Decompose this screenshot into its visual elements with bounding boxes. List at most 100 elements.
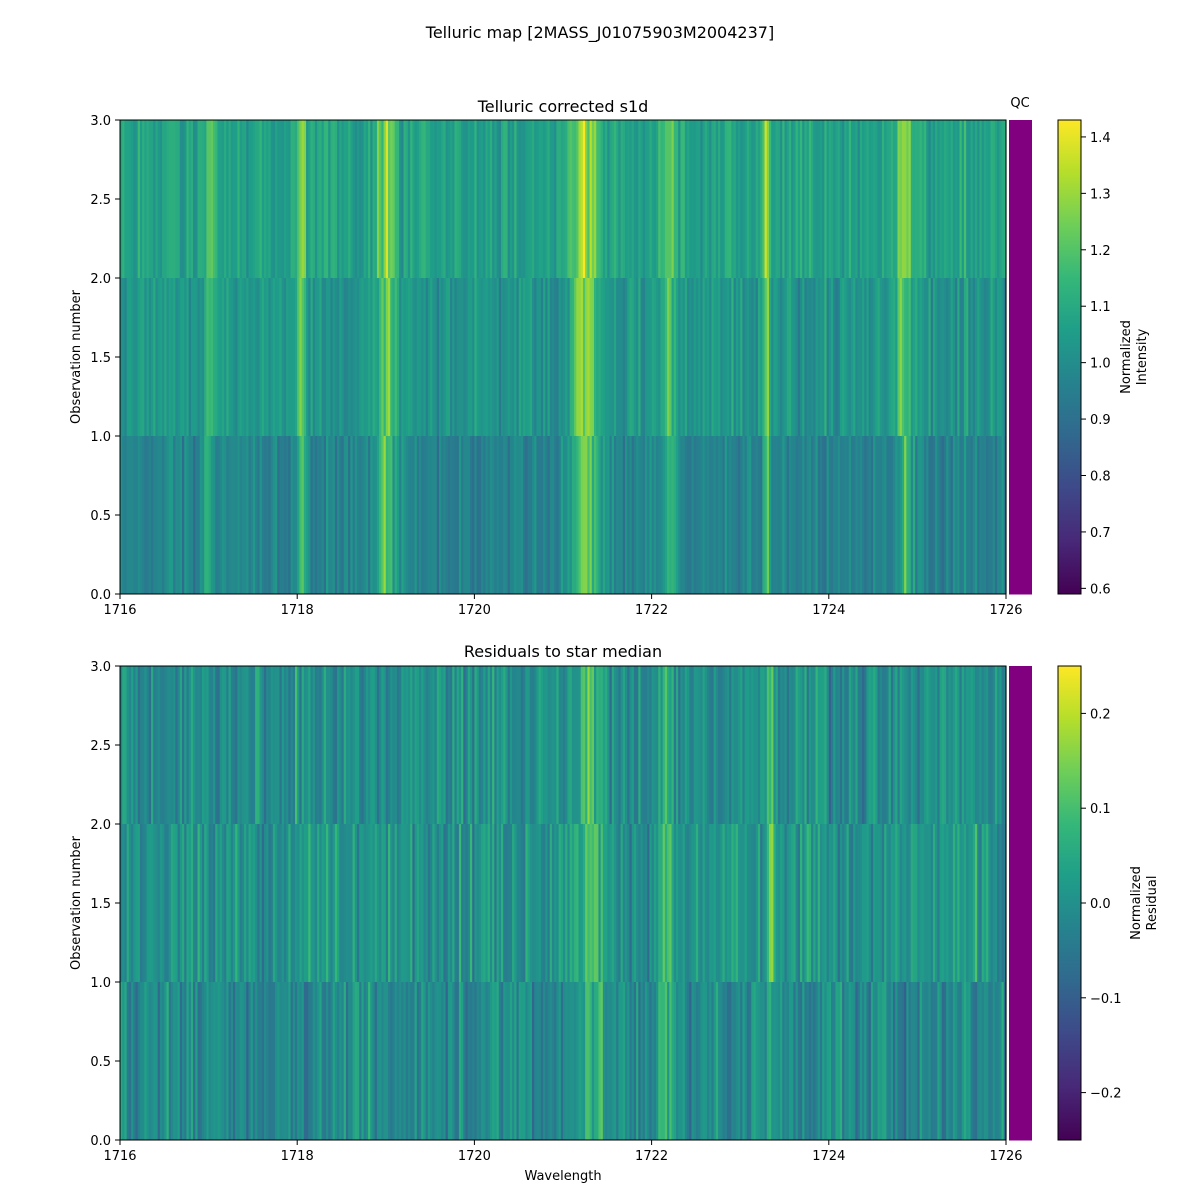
heatmap-cell bbox=[297, 436, 301, 594]
heatmap-cell bbox=[687, 982, 690, 1140]
heatmap-cell bbox=[343, 982, 347, 1140]
heatmap-cell bbox=[753, 120, 757, 278]
heatmap-cell bbox=[483, 666, 487, 824]
y-tick-label: 0.0 bbox=[90, 1134, 111, 1149]
heatmap-cell bbox=[221, 824, 225, 982]
heatmap-cell bbox=[494, 120, 498, 278]
heatmap-cell bbox=[788, 120, 792, 278]
heatmap-cell bbox=[235, 982, 238, 1140]
heatmap-cell bbox=[702, 982, 706, 1140]
heatmap-cell bbox=[651, 666, 655, 824]
heatmap-cell bbox=[994, 982, 998, 1140]
heatmap-cell bbox=[275, 982, 278, 1140]
heatmap-cell bbox=[297, 666, 301, 824]
heatmap-cell bbox=[618, 120, 622, 278]
heatmap-cell bbox=[735, 982, 739, 1140]
heatmap-cell bbox=[536, 982, 540, 1140]
heatmap-cell bbox=[144, 278, 148, 436]
heatmap-cell bbox=[390, 278, 394, 436]
heatmap-cell bbox=[224, 436, 227, 594]
heatmap-cell bbox=[731, 982, 735, 1140]
heatmap-cell bbox=[675, 278, 679, 436]
heatmap-cell bbox=[899, 278, 903, 436]
heatmap-cell bbox=[332, 666, 336, 824]
heatmap-cell bbox=[939, 278, 943, 436]
heatmap-cell bbox=[465, 666, 469, 824]
heatmap-cell bbox=[263, 278, 267, 436]
heatmap-cell bbox=[286, 436, 289, 594]
heatmap-cell bbox=[574, 824, 577, 982]
heatmap-cell bbox=[726, 824, 730, 982]
heatmap-cell bbox=[414, 278, 418, 436]
heatmap-cell bbox=[877, 982, 881, 1140]
heatmap-cell bbox=[281, 120, 285, 278]
heatmap-cell bbox=[585, 666, 588, 824]
heatmap-cell bbox=[910, 982, 914, 1140]
heatmap-cell bbox=[122, 436, 126, 594]
heatmap-cell bbox=[244, 436, 247, 594]
heatmap-cell bbox=[520, 824, 524, 982]
heatmap-cell bbox=[241, 120, 245, 278]
heatmap-cell bbox=[625, 666, 628, 824]
heatmap-cell bbox=[396, 278, 400, 436]
heatmap-cell bbox=[675, 436, 679, 594]
heatmap-cell bbox=[376, 120, 380, 278]
heatmap-cell bbox=[487, 120, 491, 278]
heatmap-cell bbox=[992, 982, 996, 1140]
heatmap-cell bbox=[994, 278, 998, 436]
heatmap-cell bbox=[622, 278, 626, 436]
heatmap-cell bbox=[782, 824, 786, 982]
heatmap-cell bbox=[294, 120, 298, 278]
heatmap-cell bbox=[452, 666, 456, 824]
heatmap-cell bbox=[986, 824, 989, 982]
heatmap-cell bbox=[680, 278, 684, 436]
heatmap-cell bbox=[706, 824, 710, 982]
heatmap-cell bbox=[751, 278, 755, 436]
heatmap-cell bbox=[392, 278, 396, 436]
heatmap-cell bbox=[173, 982, 176, 1140]
heatmap-cell bbox=[884, 982, 887, 1140]
heatmap-cell bbox=[531, 982, 535, 1140]
heatmap-cell bbox=[525, 982, 529, 1140]
heatmap-cell bbox=[844, 824, 848, 982]
heatmap-cell bbox=[804, 278, 808, 436]
heatmap-cell bbox=[445, 278, 449, 436]
heatmap-cell bbox=[538, 120, 542, 278]
panel-residuals: Residuals to star median 1716 1718 1720 172… bbox=[69, 642, 1160, 1184]
heatmap-cell bbox=[941, 666, 945, 824]
heatmap-cell bbox=[164, 666, 168, 824]
heatmap-cell bbox=[523, 824, 526, 982]
heatmap-cell bbox=[122, 666, 126, 824]
heatmap-cell bbox=[866, 120, 870, 278]
heatmap-cell bbox=[864, 666, 868, 824]
heatmap-cell bbox=[170, 278, 174, 436]
heatmap-cell bbox=[226, 666, 230, 824]
heatmap-cell bbox=[210, 278, 214, 436]
heatmap-cell bbox=[314, 824, 318, 982]
heatmap-cell bbox=[943, 824, 947, 982]
heatmap-cell bbox=[567, 278, 571, 436]
heatmap-cell bbox=[297, 278, 301, 436]
heatmap-cell bbox=[246, 982, 250, 1140]
heatmap-cell bbox=[766, 278, 770, 436]
heatmap-cell bbox=[157, 436, 161, 594]
heatmap-cell bbox=[454, 666, 458, 824]
heatmap-cell bbox=[946, 278, 949, 436]
heatmap-cell bbox=[498, 120, 502, 278]
heatmap-cell bbox=[631, 666, 635, 824]
heatmap-cell bbox=[224, 666, 227, 824]
heatmap-cell bbox=[839, 120, 843, 278]
heatmap-cell bbox=[286, 982, 289, 1140]
heatmap-cell bbox=[828, 982, 832, 1140]
heatmap-cell bbox=[447, 982, 451, 1140]
heatmap-cell bbox=[868, 666, 872, 824]
heatmap-cell bbox=[720, 982, 724, 1140]
heatmap-cell bbox=[678, 436, 681, 594]
heatmap-cell bbox=[507, 436, 511, 594]
heatmap-cell bbox=[133, 278, 137, 436]
heatmap-cell bbox=[893, 120, 896, 278]
heatmap-cell bbox=[272, 666, 276, 824]
heatmap-cell bbox=[144, 436, 148, 594]
heatmap-cell bbox=[638, 982, 642, 1140]
heatmap-cell bbox=[831, 982, 834, 1140]
